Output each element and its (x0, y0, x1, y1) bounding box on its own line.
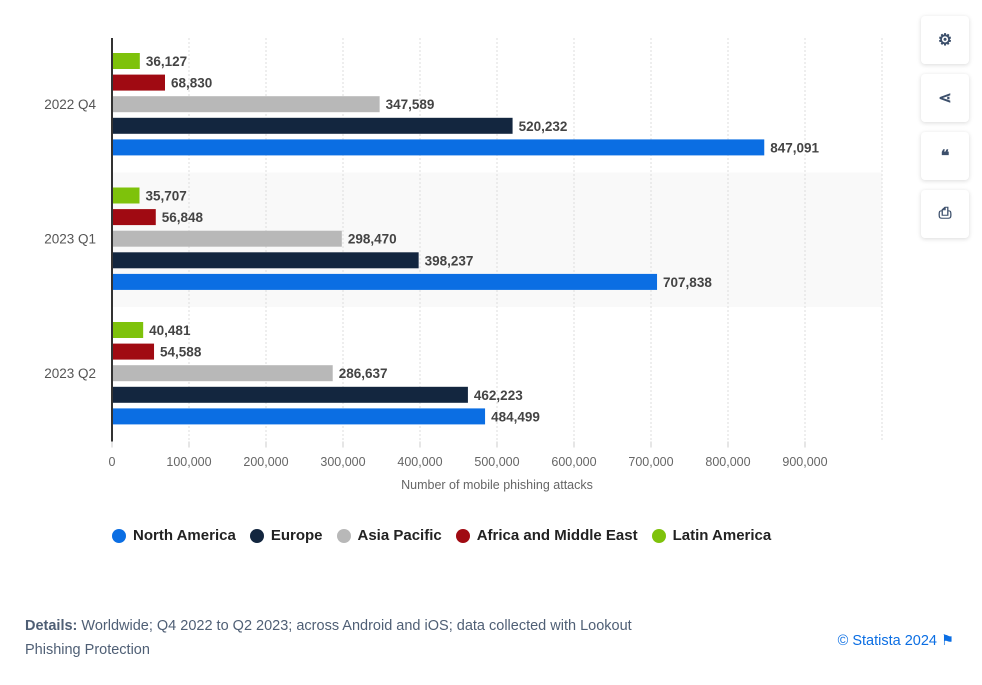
data-label: 286,637 (339, 366, 388, 381)
x-tick-label: 500,000 (474, 455, 519, 469)
bar (112, 408, 486, 425)
x-tick-label: 300,000 (320, 455, 365, 469)
legend-dot (336, 528, 351, 543)
bar (112, 386, 468, 403)
x-tick-label: 100,000 (166, 455, 211, 469)
bar (112, 343, 155, 360)
copyright-text: © Statista 2024 (837, 633, 937, 649)
copyright-link[interactable]: © Statista 2024 ⚑ (838, 633, 954, 649)
x-tick-label: 200,000 (243, 455, 288, 469)
legend-label: Asia Pacific (357, 527, 442, 544)
data-label: 68,830 (171, 76, 212, 91)
legend-item[interactable]: Europe (249, 527, 323, 544)
legend-item[interactable]: Latin America (651, 527, 772, 544)
flag-icon: ⚑ (941, 633, 954, 649)
share-button[interactable]: ⋖ (921, 74, 969, 122)
settings-button[interactable]: ⚙ (921, 16, 969, 64)
legend-dot (651, 528, 666, 543)
bar (112, 252, 419, 269)
x-tick-label: 0 (109, 455, 116, 469)
data-label: 347,589 (386, 97, 435, 112)
x-tick-label: 900,000 (782, 455, 827, 469)
data-label: 56,848 (162, 210, 204, 225)
cite-button[interactable]: ❝ (921, 132, 969, 180)
details-label: Details: (25, 618, 78, 634)
legend-dot (455, 528, 470, 543)
data-label: 847,091 (770, 140, 819, 155)
legend-label: Latin America (672, 527, 772, 544)
y-tick-label: 2023 Q2 (44, 366, 96, 381)
y-tick-label: 2022 Q4 (44, 97, 96, 112)
data-label: 35,707 (145, 189, 186, 204)
legend-label: Europe (270, 527, 323, 544)
bar (112, 209, 156, 226)
bar (112, 365, 333, 382)
print-icon: ⎙ (938, 205, 952, 222)
x-axis-label: Number of mobile phishing attacks (401, 478, 593, 492)
toolbar: ⚙ ⋖ ❝ ⎙ (921, 16, 969, 238)
details-text: Worldwide; Q4 2022 to Q2 2023; across An… (25, 618, 632, 658)
bar (112, 230, 342, 247)
x-tick-label: 600,000 (551, 455, 596, 469)
legend-item[interactable]: Asia Pacific (336, 527, 442, 544)
print-button[interactable]: ⎙ (921, 190, 969, 238)
x-tick-label: 700,000 (628, 455, 673, 469)
bar (112, 273, 658, 290)
x-tick-label: 800,000 (705, 455, 750, 469)
bar (112, 96, 380, 113)
x-tick-label: 400,000 (397, 455, 442, 469)
legend-label: Africa and Middle East (476, 527, 638, 544)
legend-item[interactable]: North America (112, 527, 236, 544)
data-label: 462,223 (474, 388, 523, 403)
legend-dot (249, 528, 264, 543)
details: Details: Worldwide; Q4 2022 to Q2 2023; … (25, 614, 645, 662)
gear-icon: ⚙ (937, 32, 953, 49)
bar (112, 139, 765, 156)
data-label: 398,237 (425, 253, 474, 268)
bar (112, 53, 140, 69)
data-label: 40,481 (149, 323, 191, 338)
data-label: 484,499 (491, 409, 540, 424)
data-label: 54,588 (160, 345, 202, 360)
bar-chart: 0 100,000 200,000 300,000 400,000 500,000 600,… (44, 38, 883, 492)
legend-label: North America (133, 527, 236, 544)
data-label: 520,232 (519, 119, 568, 134)
data-label: 36,127 (146, 54, 187, 69)
legend-item[interactable]: Africa and Middle East (455, 527, 638, 544)
quote-icon: ❝ (940, 148, 950, 165)
bar (112, 187, 140, 204)
bar (112, 74, 165, 91)
data-label: 707,838 (663, 275, 712, 290)
legend: North America Europe Asia Pacific Africa an… (112, 527, 771, 544)
bar (112, 322, 144, 338)
legend-dot (112, 528, 126, 543)
share-icon: ⋖ (938, 90, 952, 107)
data-label: 298,470 (348, 232, 397, 247)
y-tick-label: 2023 Q1 (44, 232, 96, 247)
bar (112, 117, 513, 134)
